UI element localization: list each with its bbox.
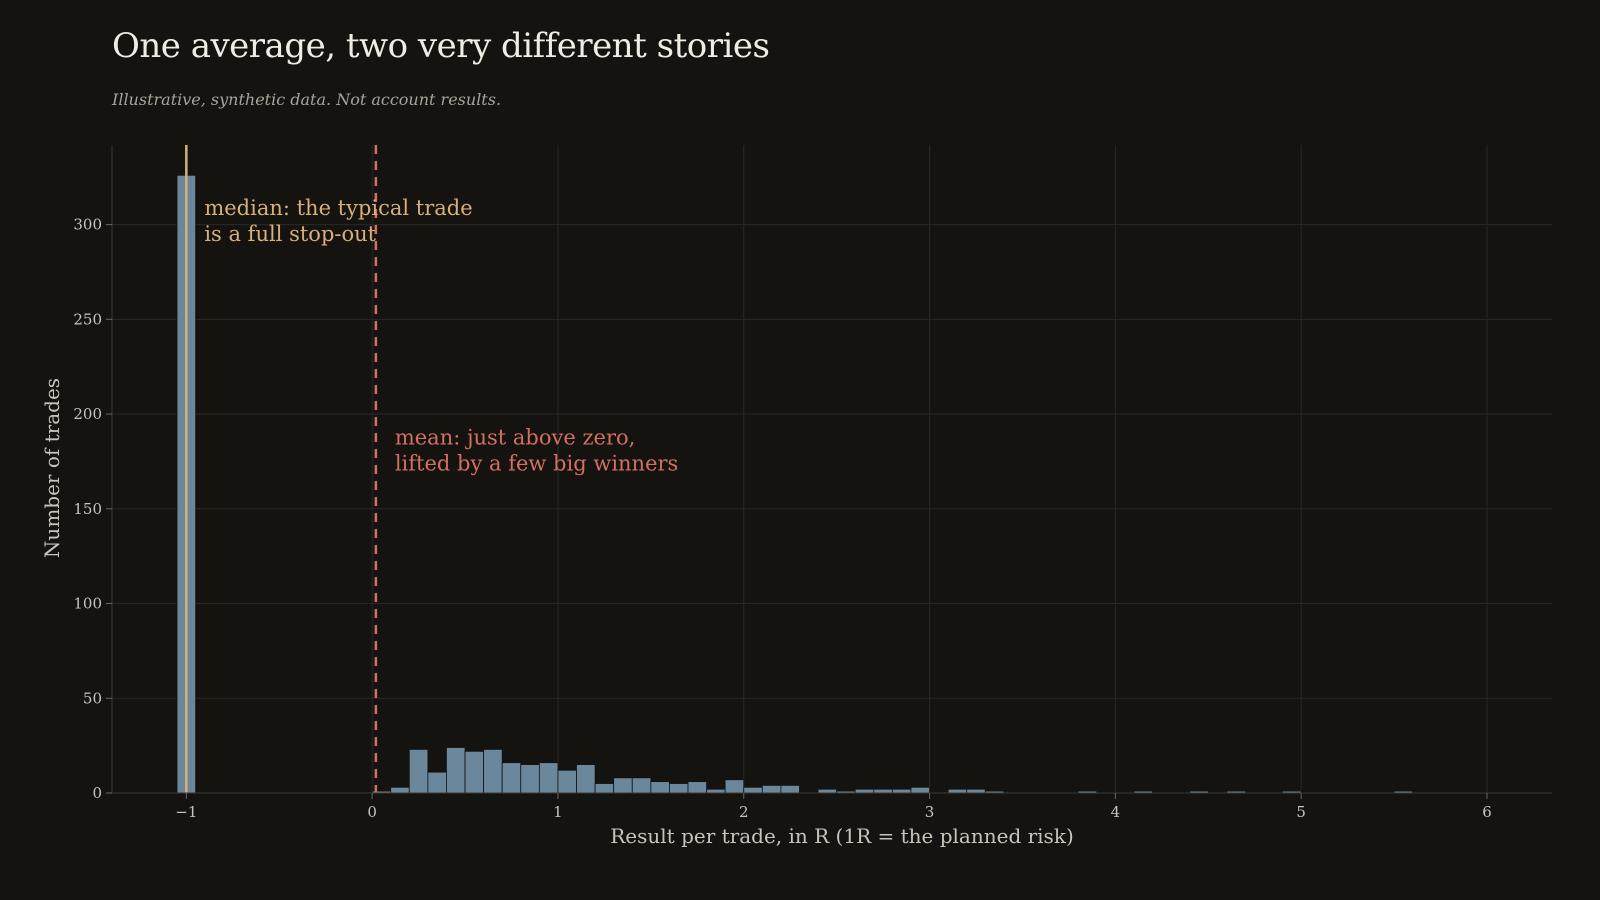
y-tick-label: 0 [92, 784, 102, 802]
mean-annotation-line: mean: just above zero, [395, 425, 636, 449]
histogram-bar [538, 762, 559, 794]
histogram-bar [780, 785, 800, 794]
y-axis-label: Number of trades [40, 378, 64, 558]
histogram-bar [966, 788, 986, 794]
histogram-bar [557, 769, 577, 794]
y-tick-label: 150 [73, 500, 102, 518]
mean-annotation: mean: just above zero, lifted by a few bi… [395, 425, 678, 475]
annotations: median: the typical trade is a full stop-… [204, 196, 678, 475]
histogram-bar [724, 779, 745, 794]
histogram-bar [483, 749, 503, 794]
x-tick-label: 6 [1482, 803, 1492, 821]
y-tick-label: 50 [83, 689, 102, 707]
histogram-bar [464, 750, 485, 794]
histogram-bar [427, 771, 447, 794]
x-tick-label: 5 [1296, 803, 1306, 821]
histogram-bar [910, 786, 930, 794]
histogram-bar [501, 762, 522, 794]
x-tick-label: 1 [553, 803, 563, 821]
histogram-bar [631, 777, 652, 794]
median-annotation-line: is a full stop-out [204, 222, 376, 246]
histogram-bars [176, 174, 1414, 794]
x-tick-label: 3 [925, 803, 935, 821]
histogram-bar [446, 747, 466, 794]
histogram-bar [613, 777, 633, 794]
histogram-bar [761, 785, 782, 794]
x-tick-label: 4 [1111, 803, 1121, 821]
histogram-bar [817, 788, 838, 794]
histogram-bar [390, 786, 410, 794]
x-axis-label: Result per trade, in R (1R = the planned… [610, 824, 1074, 848]
axes: 0 50 100 150 200 250 300 −1 0 1 2 3 4 5 6 [73, 145, 1552, 821]
mean-annotation-line: lifted by a few big winners [395, 451, 678, 475]
histogram-bar [743, 786, 763, 794]
x-tick-label: 2 [739, 803, 749, 821]
median-annotation-line: median: the typical trade [204, 196, 472, 220]
histogram-bar [891, 788, 912, 794]
histogram-bar [520, 764, 540, 794]
histogram-bar [594, 783, 615, 794]
histogram-bar [687, 781, 707, 794]
histogram-bar [650, 781, 670, 794]
histogram-bar [576, 764, 596, 794]
histogram-bar [408, 749, 429, 794]
x-tick-label: 0 [367, 803, 377, 821]
histogram-bar [669, 783, 689, 794]
y-tick-label: 100 [73, 595, 102, 613]
y-tick-label: 300 [73, 216, 102, 234]
histogram-bar [947, 788, 968, 794]
histogram-bar [873, 788, 893, 794]
x-tick-label: −1 [175, 803, 197, 821]
chart-subtitle: Illustrative, synthetic data. Not accoun… [112, 90, 502, 109]
y-tick-label: 250 [73, 310, 102, 328]
median-annotation: median: the typical trade is a full stop-… [204, 196, 472, 246]
chart-title: One average, two very different stories [112, 26, 770, 66]
histogram-bar [706, 788, 726, 794]
histogram-bar [854, 788, 875, 794]
y-tick-label: 200 [73, 405, 102, 423]
reference-lines [185, 145, 378, 793]
